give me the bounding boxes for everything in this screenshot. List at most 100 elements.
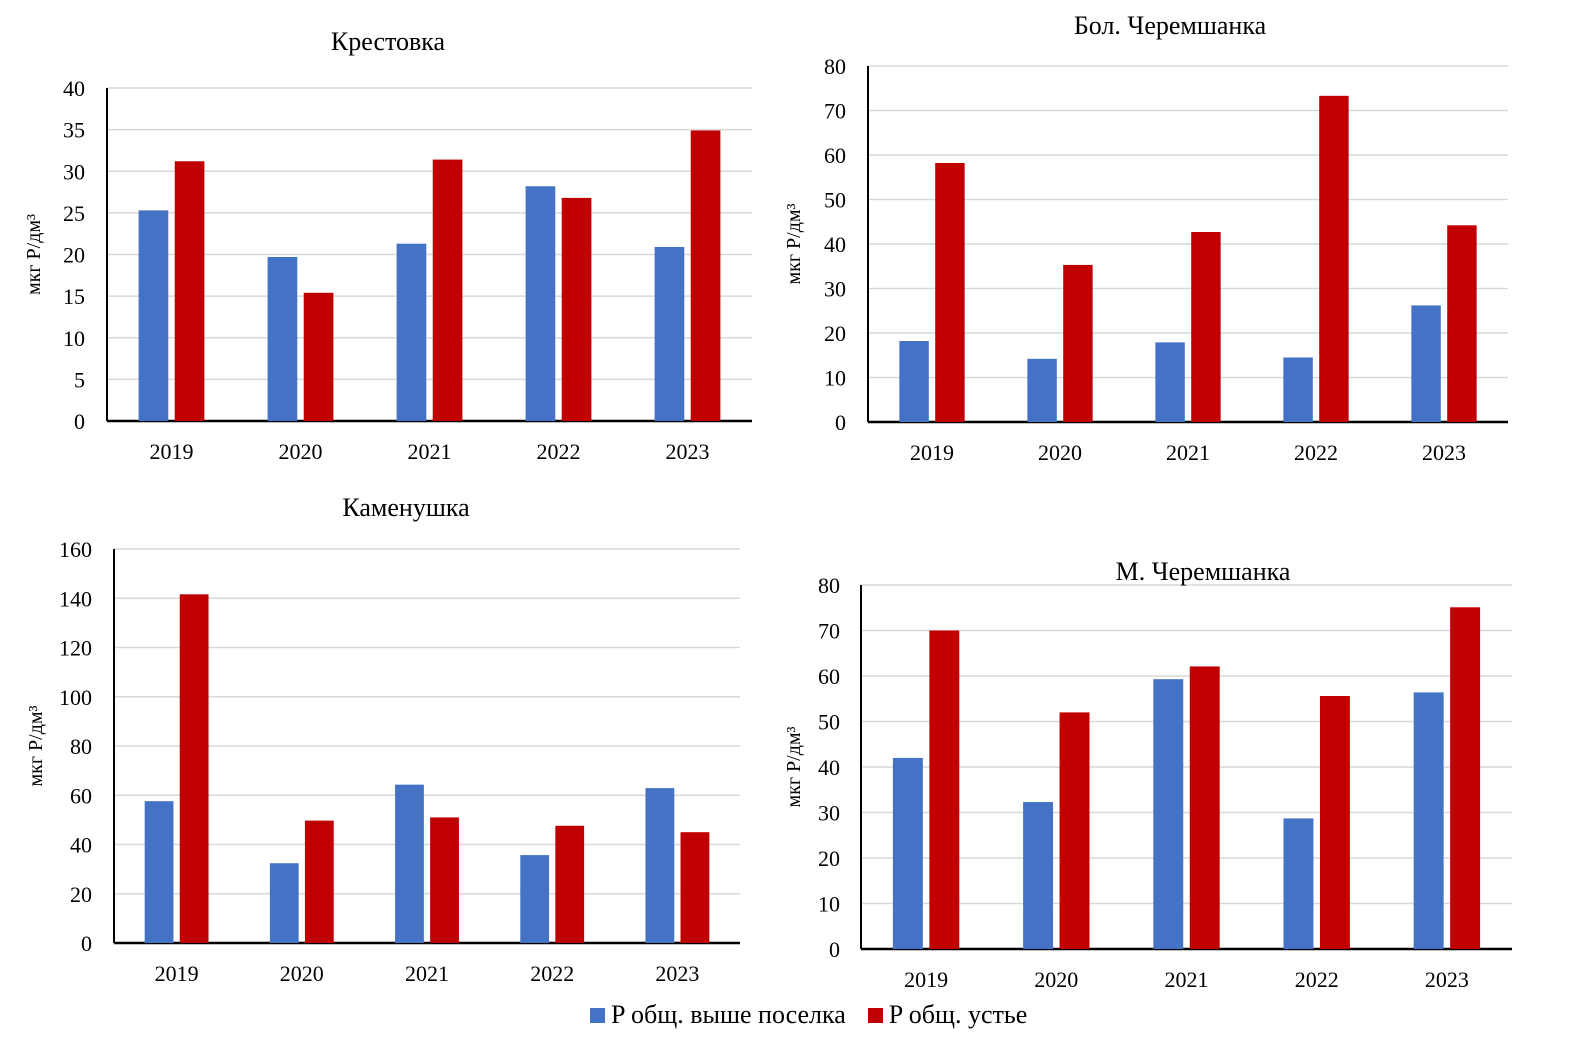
bar-mouth-2019 — [929, 630, 960, 949]
y-tick-label: 160 — [59, 537, 92, 562]
x-tick-label: 2022 — [1294, 440, 1338, 465]
bar-above-settlement-2019 — [899, 341, 929, 422]
x-tick-label: 2022 — [1295, 967, 1339, 992]
bar-mouth-2019 — [935, 163, 965, 422]
x-tick-label: 2021 — [405, 961, 449, 986]
y-tick-label: 0 — [74, 409, 85, 434]
x-tick-label: 2023 — [1422, 440, 1466, 465]
legend: P общ. выше поселка P общ. устье — [590, 1000, 1049, 1030]
bar-above-settlement-2022 — [525, 186, 556, 421]
x-tick-label: 2019 — [904, 967, 948, 992]
bar-mouth-2023 — [1450, 607, 1481, 949]
y-axis-label: мкг P/дм³ — [783, 726, 805, 807]
y-tick-label: 50 — [818, 710, 840, 735]
y-tick-label: 80 — [818, 573, 840, 598]
y-tick-label: 40 — [63, 76, 85, 101]
bar-mouth-2020 — [303, 292, 334, 421]
legend-swatch-red — [867, 1007, 883, 1023]
bar-mouth-2021 — [1189, 666, 1220, 949]
x-tick-label: 2019 — [910, 440, 954, 465]
bar-above-settlement-2023 — [654, 247, 685, 421]
chart-title: Крестовка — [331, 27, 446, 56]
y-tick-label: 60 — [818, 664, 840, 689]
y-tick-label: 60 — [824, 143, 846, 168]
y-tick-label: 30 — [63, 159, 85, 184]
x-tick-label: 2021 — [1165, 967, 1209, 992]
x-tick-label: 2020 — [1038, 440, 1082, 465]
legend-item-above-settlement: P общ. выше поселка — [590, 1000, 846, 1030]
x-tick-label: 2021 — [408, 439, 452, 464]
bar-mouth-2021 — [432, 159, 463, 421]
y-tick-label: 40 — [818, 755, 840, 780]
y-tick-label: 30 — [824, 277, 846, 302]
y-tick-label: 10 — [824, 366, 846, 391]
legend-label: P общ. выше поселка — [611, 1000, 846, 1029]
bar-above-settlement-2019 — [892, 757, 923, 949]
y-tick-label: 15 — [63, 284, 85, 309]
bar-above-settlement-2019 — [138, 210, 169, 421]
bar-above-settlement-2020 — [1027, 358, 1057, 422]
y-tick-label: 20 — [70, 882, 92, 907]
x-tick-label: 2020 — [1034, 967, 1078, 992]
bar-mouth-2020 — [1063, 264, 1093, 422]
bar-mouth-2021 — [1191, 231, 1221, 422]
x-tick-label: 2019 — [155, 961, 199, 986]
legend-item-mouth: P общ. устье — [867, 1000, 1028, 1030]
y-tick-label: 140 — [59, 586, 92, 611]
y-tick-label: 100 — [59, 685, 92, 710]
bar-above-settlement-2023 — [645, 788, 675, 943]
bar-mouth-2022 — [561, 197, 592, 421]
bar-above-settlement-2021 — [395, 784, 424, 943]
bar-above-settlement-2019 — [144, 801, 174, 943]
y-tick-label: 0 — [835, 410, 846, 435]
bar-mouth-2020 — [1059, 712, 1090, 949]
bar-mouth-2022 — [1319, 696, 1350, 949]
y-tick-label: 5 — [74, 367, 85, 392]
x-tick-label: 2023 — [1425, 967, 1469, 992]
bar-above-settlement-2021 — [396, 243, 427, 421]
bar-mouth-2023 — [1447, 225, 1477, 422]
bar-mouth-2019 — [174, 161, 205, 421]
y-axis-label: мкг P/дм³ — [23, 214, 45, 295]
y-tick-label: 50 — [824, 188, 846, 213]
legend-label: P общ. устье — [888, 1000, 1028, 1029]
y-tick-label: 10 — [818, 892, 840, 917]
bar-mouth-2019 — [179, 594, 209, 943]
x-tick-label: 2020 — [280, 961, 324, 986]
bar-mouth-2021 — [430, 817, 459, 943]
bar-mouth-2022 — [555, 825, 585, 943]
y-tick-label: 0 — [81, 931, 92, 956]
bar-mouth-2022 — [1319, 95, 1349, 422]
bar-mouth-2023 — [690, 130, 721, 421]
chart-title: М. Черемшанка — [1116, 557, 1291, 586]
y-tick-label: 25 — [63, 201, 85, 226]
y-tick-label: 40 — [70, 833, 92, 858]
chart-title: Каменушка — [342, 493, 470, 522]
y-tick-label: 80 — [824, 54, 846, 79]
x-tick-label: 2023 — [666, 439, 710, 464]
y-tick-label: 30 — [818, 801, 840, 826]
y-tick-label: 70 — [818, 619, 840, 644]
y-axis-label: мкг P/дм³ — [783, 203, 805, 284]
legend-swatch-blue — [590, 1007, 605, 1023]
x-tick-label: 2023 — [655, 961, 699, 986]
y-tick-label: 35 — [63, 118, 85, 143]
bar-above-settlement-2020 — [269, 863, 299, 943]
y-tick-label: 120 — [59, 636, 92, 661]
y-axis-label: мкг P/дм³ — [25, 705, 47, 786]
bar-mouth-2023 — [680, 832, 710, 943]
bar-above-settlement-2021 — [1155, 342, 1185, 422]
y-tick-label: 20 — [818, 846, 840, 871]
bar-above-settlement-2021 — [1153, 679, 1184, 949]
y-tick-label: 60 — [70, 783, 92, 808]
x-tick-label: 2022 — [537, 439, 581, 464]
bar-above-settlement-2020 — [267, 256, 298, 421]
x-tick-label: 2021 — [1166, 440, 1210, 465]
bar-above-settlement-2022 — [1283, 357, 1313, 422]
y-tick-label: 20 — [63, 243, 85, 268]
bar-above-settlement-2023 — [1413, 692, 1444, 949]
y-tick-label: 70 — [824, 99, 846, 124]
x-tick-label: 2020 — [279, 439, 323, 464]
bar-above-settlement-2020 — [1023, 802, 1054, 949]
